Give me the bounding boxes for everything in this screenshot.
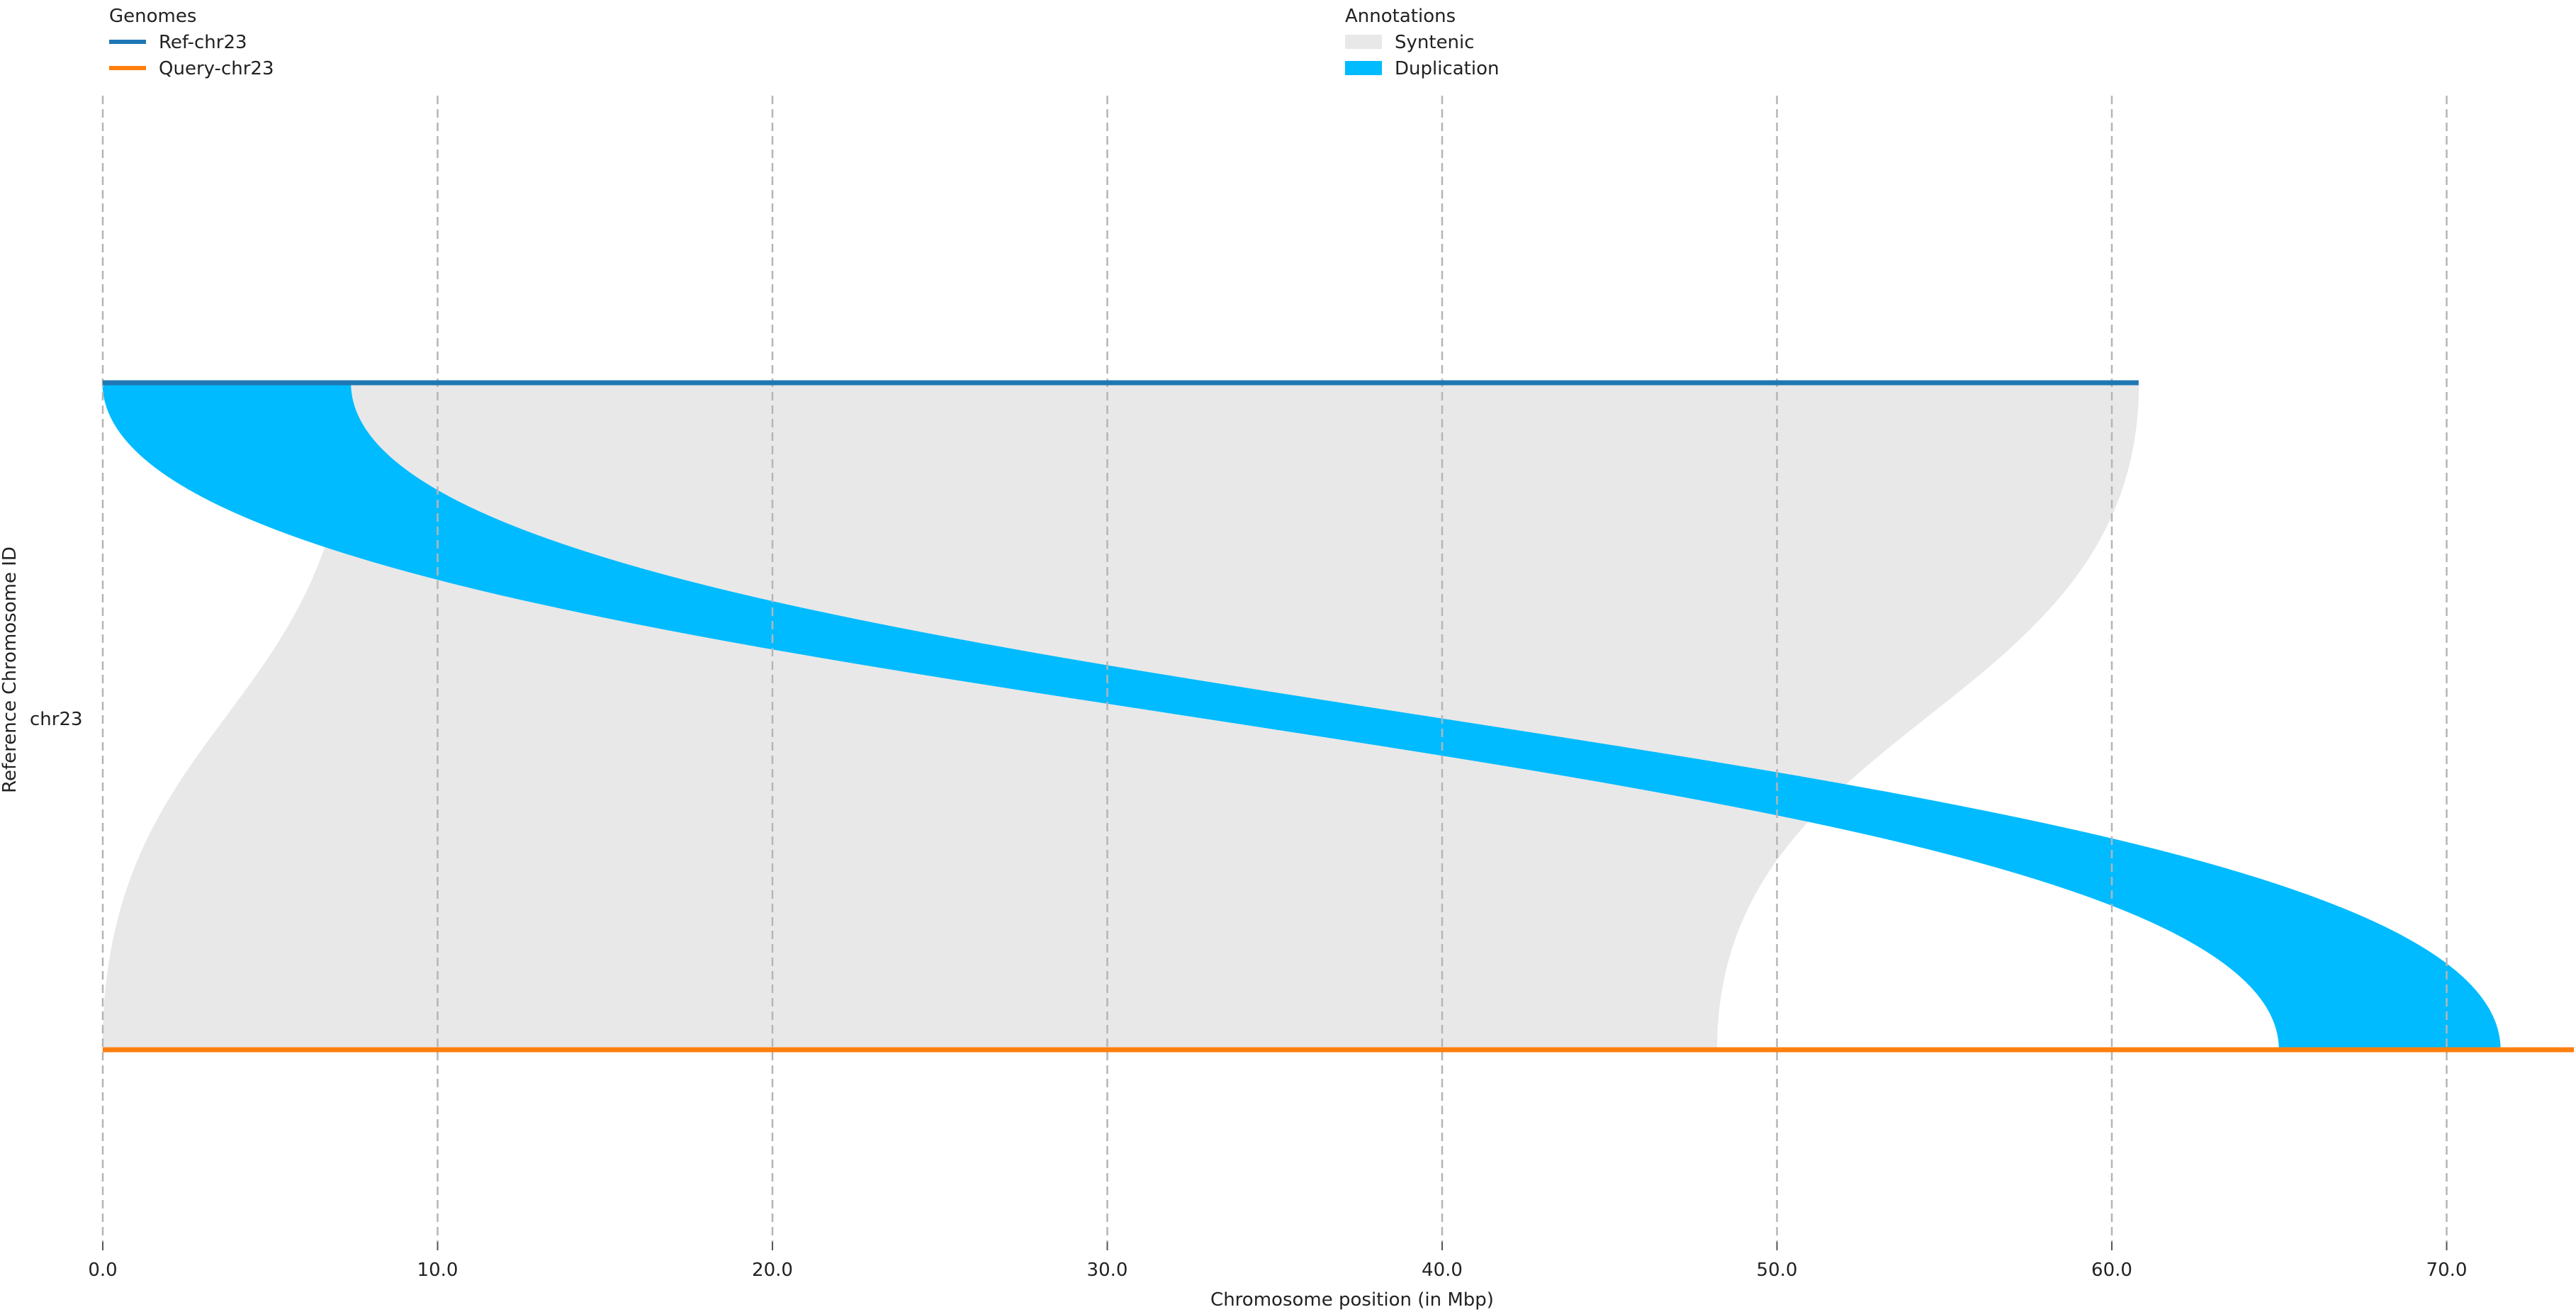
- x-axis-ticks: 0.0 10.0 20.0 30.0 40.0 50.0 60.0 70.0: [88, 1242, 2467, 1281]
- y-tick-label: chr23: [30, 709, 83, 730]
- genome-legend-swatch: [109, 66, 146, 70]
- genome-legend-swatch: [109, 40, 146, 44]
- alignments: [102, 382, 2501, 1050]
- y-axis-ticks: chr23: [30, 709, 83, 730]
- x-tick-label: 0.0: [88, 1260, 117, 1281]
- annotations-legend: Annotations Syntenic Duplication: [1345, 6, 1499, 79]
- x-tick-label: 20.0: [752, 1260, 793, 1281]
- x-axis-label: Chromosome position (in Mbp): [1210, 1289, 1494, 1311]
- annotation-legend-swatch: [1345, 35, 1382, 49]
- x-tick-label: 10.0: [417, 1260, 459, 1281]
- x-tick-label: 50.0: [1757, 1260, 1798, 1281]
- annotation-legend-swatch: [1345, 61, 1382, 75]
- genome-legend-label: Query-chr23: [159, 58, 274, 79]
- genomes-legend-title: Genomes: [109, 6, 196, 27]
- x-tick-label: 70.0: [2426, 1260, 2468, 1281]
- chromosome-lines: [103, 380, 2575, 1053]
- annotation-legend-label: Syntenic: [1395, 32, 1475, 53]
- genomes-legend: Genomes Ref-chr23 Query-chr23: [109, 6, 274, 79]
- y-axis-label: Reference Chromosome ID: [0, 546, 21, 793]
- x-tick-label: 60.0: [2091, 1260, 2132, 1281]
- genome-legend-label: Ref-chr23: [159, 32, 247, 53]
- x-tick-label: 30.0: [1087, 1260, 1128, 1281]
- annotations-legend-title: Annotations: [1345, 6, 1456, 27]
- annotation-legend-label: Duplication: [1395, 58, 1499, 79]
- x-grid: [101, 96, 2448, 1242]
- x-tick-label: 40.0: [1422, 1260, 1463, 1281]
